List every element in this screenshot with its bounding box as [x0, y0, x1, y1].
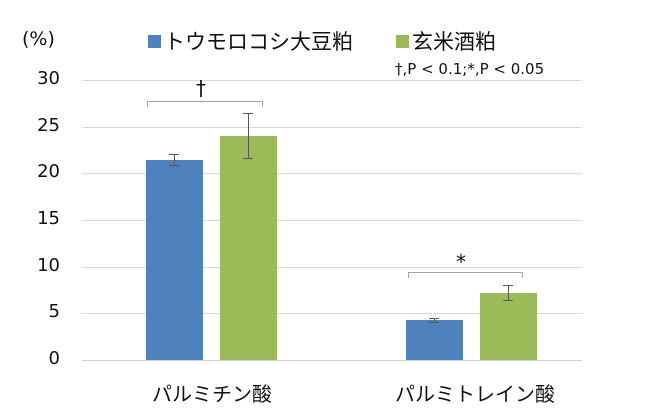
gridline [82, 313, 582, 314]
error-bar [174, 154, 175, 166]
y-tick: 25 [37, 115, 60, 136]
error-bar [434, 318, 435, 322]
gridline [82, 220, 582, 221]
error-bar [508, 285, 509, 301]
significance-dagger: † [196, 76, 206, 100]
bar-corn-soy-palmitic [146, 160, 203, 360]
legend-item-corn-soy: トウモロコシ大豆粕 [148, 26, 353, 56]
bar-brown-rice-palmitoleic [480, 293, 537, 360]
gridline [82, 267, 582, 268]
bar-corn-soy-palmitoleic [406, 320, 463, 360]
x-axis-line [82, 360, 582, 361]
significance-note: †,P < 0.1;*,P < 0.05 [395, 60, 545, 78]
legend-swatch-green [396, 34, 409, 48]
y-tick: 0 [48, 348, 60, 369]
y-tick: 15 [37, 208, 60, 229]
y-tick: 20 [37, 161, 60, 182]
significance-bracket [147, 101, 263, 107]
bar-brown-rice-palmitic [220, 136, 277, 360]
y-tick: 5 [48, 301, 60, 322]
error-cap [169, 154, 179, 155]
error-cap [429, 318, 439, 319]
significance-asterisk: * [456, 250, 466, 274]
error-cap [243, 113, 253, 114]
x-category-label: パルミチン酸 [152, 382, 272, 406]
y-tick: 30 [37, 68, 60, 89]
error-bar [248, 113, 249, 158]
gridline [82, 127, 582, 128]
x-category-label: パルミトレイン酸 [395, 382, 555, 406]
significance-bracket [408, 272, 523, 278]
gridline [82, 173, 582, 174]
legend-label: 玄米酒粕 [412, 30, 496, 54]
legend-label: トウモロコシ大豆粕 [164, 30, 353, 54]
y-axis-unit: (%) [22, 28, 55, 50]
error-cap [503, 285, 513, 286]
error-cap [243, 158, 253, 159]
gridline [82, 80, 582, 81]
legend-item-brown-rice-lees: 玄米酒粕 [396, 26, 496, 56]
y-tick: 10 [37, 255, 60, 276]
error-cap [503, 300, 513, 301]
error-cap [169, 165, 179, 166]
legend-swatch-blue [148, 34, 161, 48]
error-cap [429, 322, 439, 323]
